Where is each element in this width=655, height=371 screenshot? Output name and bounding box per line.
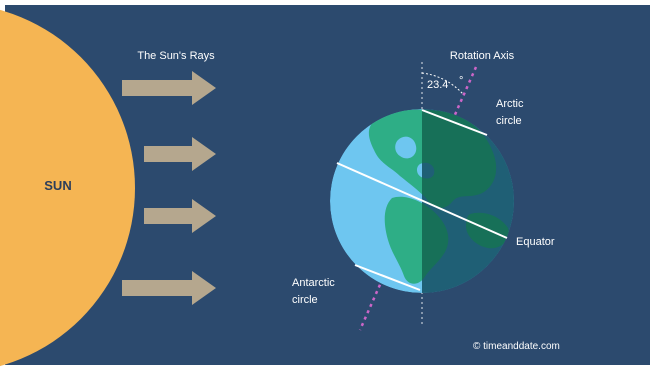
suns-rays-label: The Sun's Rays bbox=[137, 50, 215, 62]
antarctic-circle-label: Antarctic circle bbox=[292, 277, 338, 306]
ray-arrow bbox=[144, 199, 216, 233]
antarctic-circle-line bbox=[354, 264, 421, 291]
ray-arrow bbox=[122, 271, 216, 305]
equator-label: Equator bbox=[516, 236, 555, 248]
degree-symbol: ° bbox=[459, 75, 463, 87]
ray-arrow bbox=[122, 71, 216, 105]
sun bbox=[0, 9, 135, 367]
ray-arrow bbox=[144, 137, 216, 171]
sun-label: SUN bbox=[44, 178, 71, 193]
rotation-axis-label: Rotation Axis bbox=[450, 50, 515, 62]
rotation-axis bbox=[358, 66, 478, 331]
credit-label: © timeanddate.com bbox=[473, 341, 560, 352]
inland-sea bbox=[395, 136, 417, 159]
arctic-circle-line bbox=[421, 109, 488, 136]
arctic-circle-label: Arctic circle bbox=[496, 98, 527, 127]
tilt-angle-label: 23.4 bbox=[427, 79, 448, 91]
equator-line bbox=[336, 162, 508, 239]
